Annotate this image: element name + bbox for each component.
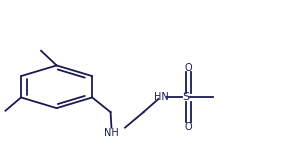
Text: O: O xyxy=(185,122,192,132)
Text: O: O xyxy=(185,63,192,73)
Text: S: S xyxy=(182,92,190,102)
Text: NH: NH xyxy=(104,128,119,138)
Text: HN: HN xyxy=(154,92,169,102)
